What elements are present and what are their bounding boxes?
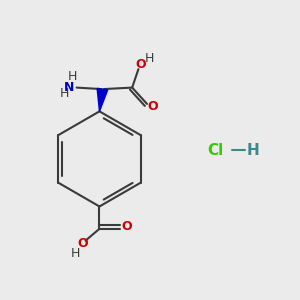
Text: Cl: Cl	[207, 142, 224, 158]
Text: H: H	[68, 70, 77, 83]
Text: O: O	[122, 220, 132, 233]
Polygon shape	[97, 88, 108, 111]
Text: H: H	[144, 52, 154, 65]
Text: H: H	[247, 142, 260, 158]
Text: O: O	[147, 100, 158, 113]
Text: H: H	[60, 87, 69, 100]
Text: O: O	[77, 237, 88, 250]
Text: N: N	[64, 81, 74, 94]
Text: H: H	[71, 247, 80, 260]
Text: O: O	[135, 58, 146, 71]
